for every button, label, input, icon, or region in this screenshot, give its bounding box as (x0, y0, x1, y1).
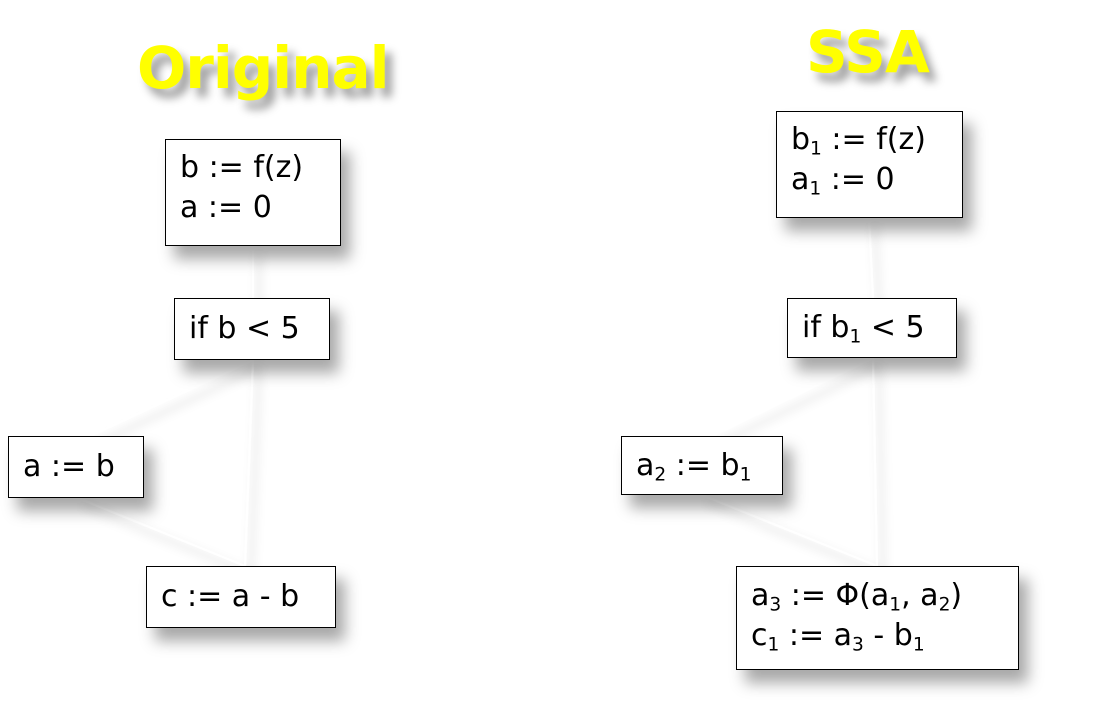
edge-original-branch-to-merge (244, 359, 254, 567)
code-line: a2 := b1 (636, 448, 752, 486)
code-line: a := 0 (180, 190, 272, 225)
original-branch-block: if b < 5 (174, 298, 330, 360)
code-line: c := a - b (161, 579, 300, 614)
code-line: a := b (23, 449, 115, 484)
edge-ssa-assign-to-merge (701, 494, 878, 567)
code-line: a3 := Φ(a1, a2) (751, 578, 963, 616)
original-entry-block: b := f(z) a := 0 (165, 139, 341, 246)
ssa-entry-block: b1 := f(z) a1 := 0 (776, 111, 963, 218)
ssa-branch-block: if b1 < 5 (787, 298, 957, 358)
code-line: b := f(z) (180, 150, 304, 185)
edge-original-assign-to-merge (77, 497, 246, 567)
ssa-title: SSA (806, 18, 930, 86)
ssa-merge-block: a3 := Φ(a1, a2) c1 := a3 - b1 (736, 566, 1019, 670)
original-assign-block: a := b (8, 436, 144, 498)
original-title: Original (137, 34, 389, 102)
edge-original-branch-to-assign (89, 359, 254, 437)
ssa-assign-block: a2 := b1 (621, 436, 783, 495)
edge-ssa-branch-to-assign (711, 357, 874, 437)
edge-ssa-entry-to-branch (868, 217, 874, 299)
code-line: if b < 5 (189, 311, 300, 346)
edge-ssa-branch-to-merge (872, 357, 878, 567)
original-merge-block: c := a - b (146, 566, 336, 628)
code-line: c1 := a3 - b1 (751, 618, 925, 656)
code-line: b1 := f(z) (791, 122, 926, 160)
code-line: if b1 < 5 (802, 310, 925, 348)
code-line: a1 := 0 (791, 162, 895, 200)
